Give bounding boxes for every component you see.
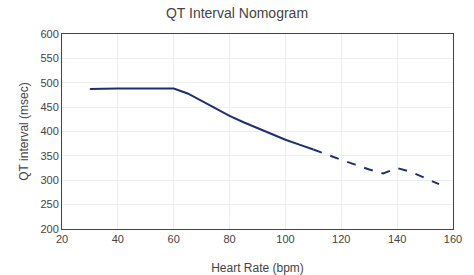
svg-text:500: 500 — [40, 77, 58, 89]
svg-text:60: 60 — [168, 233, 180, 245]
svg-text:QT interval (msec): QT interval (msec) — [17, 82, 31, 180]
svg-text:250: 250 — [40, 198, 58, 210]
svg-text:Heart Rate (bpm): Heart Rate (bpm) — [211, 261, 304, 275]
svg-text:350: 350 — [40, 150, 58, 162]
svg-text:600: 600 — [40, 28, 58, 40]
svg-text:140: 140 — [388, 233, 406, 245]
svg-text:160: 160 — [444, 233, 462, 245]
svg-text:550: 550 — [40, 52, 58, 64]
svg-text:80: 80 — [223, 233, 235, 245]
svg-text:450: 450 — [40, 101, 58, 113]
svg-text:20: 20 — [56, 233, 68, 245]
svg-text:300: 300 — [40, 174, 58, 186]
svg-text:400: 400 — [40, 125, 58, 137]
svg-text:100: 100 — [276, 233, 294, 245]
svg-text:120: 120 — [332, 233, 350, 245]
svg-text:QT Interval Nomogram: QT Interval Nomogram — [166, 5, 308, 21]
svg-text:200: 200 — [40, 223, 58, 235]
svg-text:40: 40 — [112, 233, 124, 245]
